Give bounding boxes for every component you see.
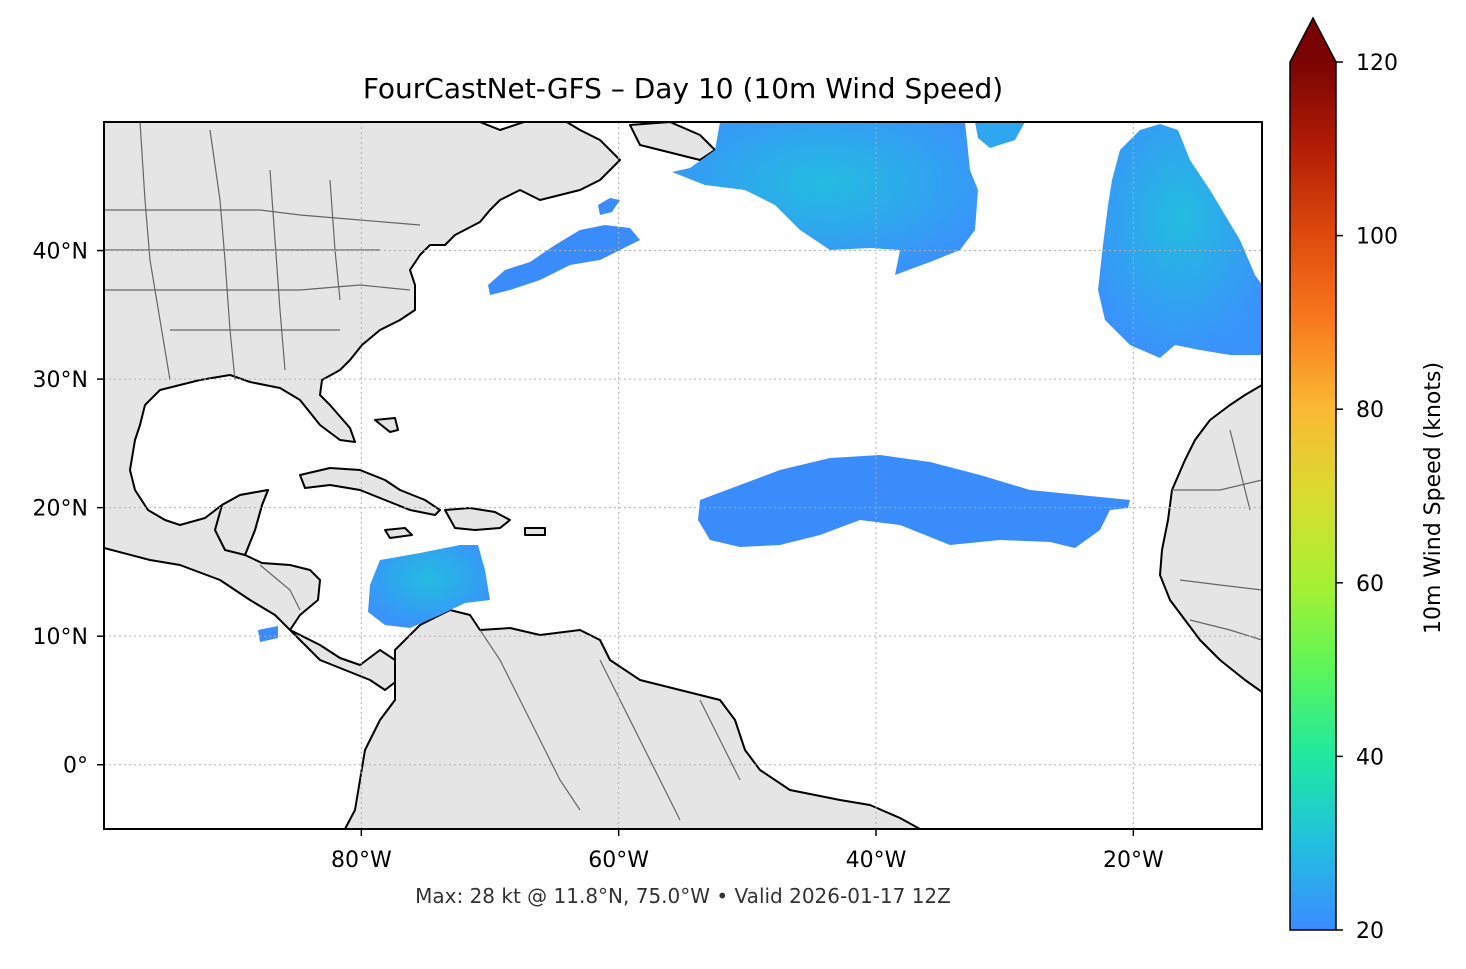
longitude-axis: 80°W 60°W 40°W 20°W (331, 829, 1164, 873)
colorbar-gradient (1290, 62, 1336, 930)
land (104, 122, 1262, 829)
colorbar: 20 40 60 80 100 120 10m Wind Speed (knots) (1289, 16, 1446, 944)
wind-region-eastern-atlantic (1098, 124, 1262, 358)
wind-region-north-atlantic (672, 122, 978, 275)
puerto-rico-island (524, 527, 546, 536)
map-frame (103, 121, 1263, 830)
colorbar-tick-label: 40 (1356, 745, 1384, 770)
wind-region-newfoundland-small (598, 198, 620, 215)
wind-region-central-atlantic (698, 455, 1130, 548)
lon-tick-label: 40°W (846, 848, 907, 873)
lon-tick-label: 20°W (1103, 848, 1164, 873)
map-area (104, 122, 1262, 829)
lat-tick-label: 30°N (33, 368, 88, 393)
jamaica-island (384, 527, 413, 539)
lat-tick-label: 0° (63, 754, 88, 779)
wind-region-northwest-atlantic (488, 225, 640, 295)
colorbar-tick-label: 100 (1356, 225, 1398, 250)
colorbar-tick-label: 120 (1356, 51, 1398, 76)
cuba-island (299, 467, 441, 516)
colorbar-tick-label: 20 (1356, 919, 1384, 944)
hispaniola-island (444, 507, 511, 531)
footer-note: Max: 28 kt @ 11.8°N, 75.0°W • Valid 2026… (415, 884, 951, 908)
wind-region-pacific-small (258, 626, 278, 642)
africa-land (1159, 384, 1262, 693)
colorbar-ticks: 20 40 60 80 100 120 (1336, 51, 1398, 944)
lat-tick-label: 10°N (33, 625, 88, 650)
colorbar-tick-label: 60 (1356, 572, 1384, 597)
wind-region-caribbean (368, 545, 490, 628)
colorbar-tick-label: 80 (1356, 398, 1384, 423)
south-america-land (344, 609, 921, 829)
lat-tick-label: 20°N (33, 497, 88, 522)
lon-tick-label: 60°W (588, 848, 649, 873)
colorbar-frame (1289, 16, 1337, 931)
lat-tick-label: 40°N (33, 240, 88, 265)
yucatan-peninsula (214, 489, 269, 556)
colorbar-label: 10m Wind Speed (knots) (1421, 362, 1446, 634)
wind-contours (258, 122, 1262, 642)
bahamas-island (374, 417, 399, 433)
gridlines (104, 122, 1262, 829)
state-borders (104, 122, 1262, 821)
wind-region-north-small (975, 122, 1025, 148)
map-title: FourCastNet-GFS – Day 10 (10m Wind Speed… (362, 72, 1004, 105)
lon-tick-label: 80°W (331, 848, 392, 873)
newfoundland-island (629, 122, 716, 161)
colorbar-extend-arrow (1290, 18, 1336, 62)
latitude-axis: 0° 10°N 20°N 30°N 40°N (33, 240, 104, 779)
